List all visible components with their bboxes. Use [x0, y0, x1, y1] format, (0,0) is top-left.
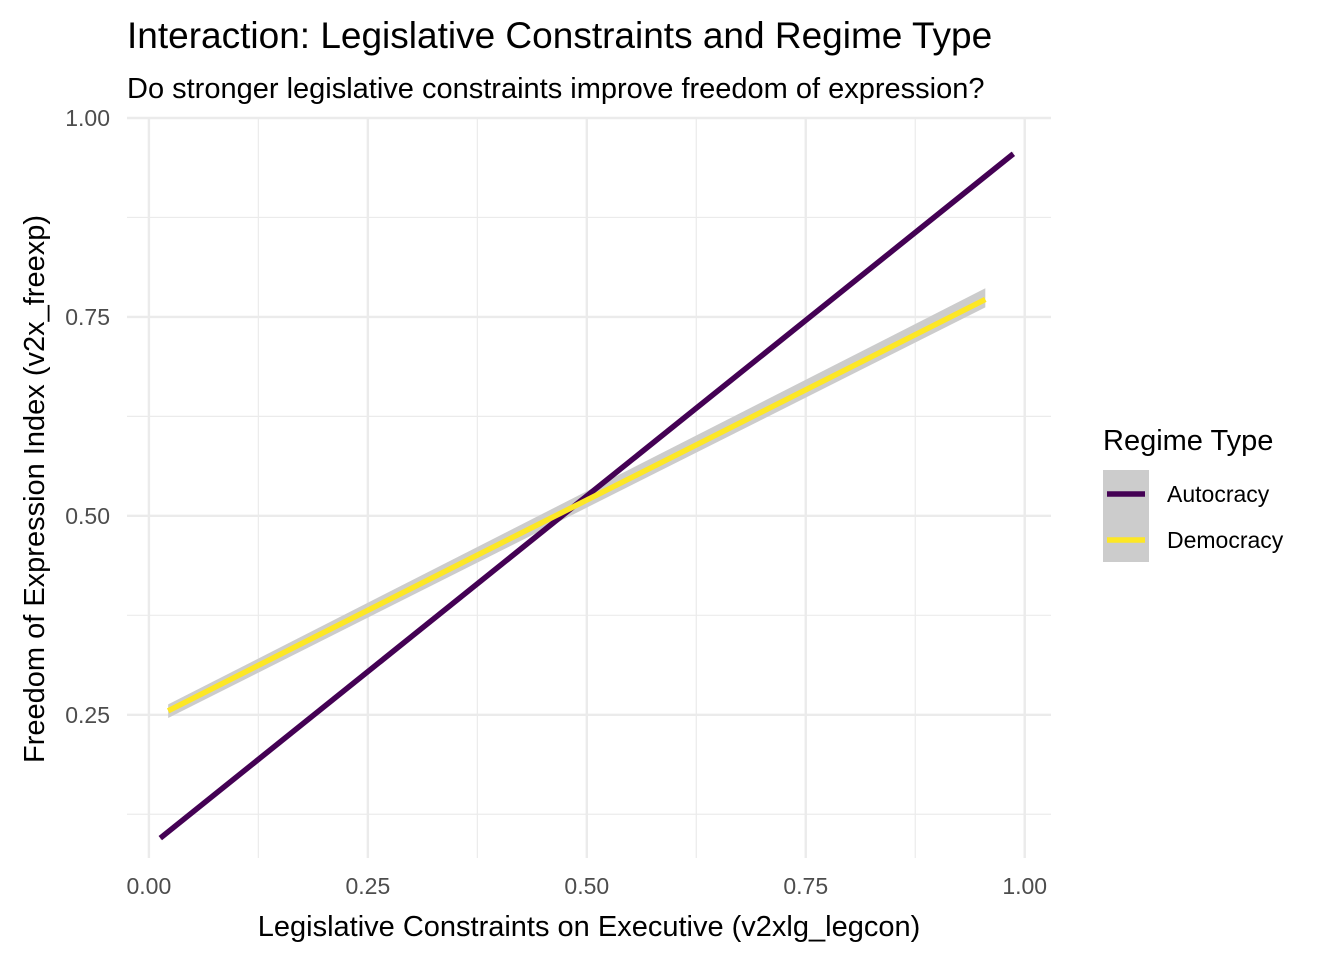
- x-tick-label: 0.25: [345, 873, 390, 899]
- x-tick-label: 0.75: [783, 873, 828, 899]
- x-tick-label: 0.50: [564, 873, 609, 899]
- y-tick-label: 0.50: [65, 503, 110, 529]
- series-lines: [158, 151, 1016, 841]
- x-axis-title: Legislative Constraints on Executive (v2…: [258, 911, 921, 943]
- chart-title: Interaction: Legislative Constraints and…: [127, 15, 992, 56]
- chart-subtitle: Do stronger legislative constraints impr…: [127, 73, 985, 105]
- minor-gridlines: [127, 118, 1051, 858]
- legend-title: Regime Type: [1103, 425, 1273, 457]
- x-tick-label: 1.00: [1002, 873, 1047, 899]
- series-line-autocracy: [158, 151, 1016, 841]
- major-gridlines: [127, 116, 1051, 858]
- y-tick-label: 0.25: [65, 702, 110, 728]
- legend-key-background: [1103, 470, 1149, 562]
- legend-label-democracy: Democracy: [1167, 527, 1284, 553]
- y-axis-title: Freedom of Expression Index (v2x_freexp): [19, 215, 51, 763]
- y-tick-label: 0.75: [65, 304, 110, 330]
- legend-label-autocracy: Autocracy: [1167, 481, 1270, 507]
- y-tick-label: 1.00: [65, 105, 110, 131]
- series-line-democracy: [166, 296, 987, 714]
- y-tick-labels: 0.25 0.50 0.75 1.00: [65, 105, 110, 728]
- legend-items: Autocracy Democracy: [1103, 470, 1284, 562]
- legend: Regime Type Autocracy Democracy: [1103, 425, 1284, 562]
- x-tick-label: 0.00: [127, 873, 172, 899]
- x-tick-labels: 0.00 0.25 0.50 0.75 1.00: [127, 873, 1048, 899]
